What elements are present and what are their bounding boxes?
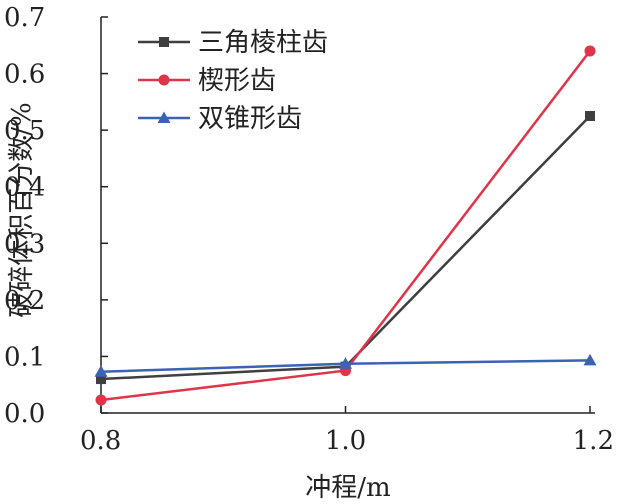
tick-labels: 0.0 0.1 0.2 0.3 0.4 0.5 0.6 0.7 0.8 1.0 1.2 <box>4 3 614 456</box>
legend-marker <box>157 111 171 123</box>
legend-label: 楔形齿 <box>198 66 276 96</box>
legend-marker <box>159 37 169 47</box>
y-axis-title: 破碎体积百分数/% <box>7 102 37 317</box>
ticks <box>100 16 591 414</box>
x-tick-label: 1.0 <box>325 426 366 456</box>
data-point <box>584 45 596 57</box>
x-tick-label: 1.2 <box>573 426 614 456</box>
legend-item: 楔形齿 <box>138 66 276 96</box>
series-2 <box>95 45 596 406</box>
data-point <box>583 353 597 366</box>
data-point <box>96 374 106 385</box>
y-tick-label: 0.0 <box>4 399 45 429</box>
y-tick-label: 0.7 <box>4 3 45 33</box>
legend-label: 三角棱柱齿 <box>198 28 328 58</box>
legend-item: 三角棱柱齿 <box>138 28 328 58</box>
y-tick-label: 0.6 <box>4 60 45 90</box>
series-line <box>100 50 591 402</box>
series-layer <box>94 45 597 406</box>
y-tick-label: 0.3 <box>4 229 45 259</box>
axes <box>100 17 595 414</box>
x-axis-title: 冲程/m <box>305 473 390 503</box>
data-point <box>94 365 108 377</box>
data-point <box>585 111 595 121</box>
legend-item: 双锥形齿 <box>138 104 302 134</box>
data-point <box>339 357 352 369</box>
y-tick-label: 0.4 <box>4 173 45 203</box>
legend-label: 双锥形齿 <box>198 104 302 134</box>
y-tick-label: 0.2 <box>4 286 45 316</box>
data-point <box>95 394 107 406</box>
legend-marker <box>158 74 170 86</box>
x-tick-label: 0.8 <box>80 426 121 456</box>
y-tick-label: 0.1 <box>4 342 45 372</box>
series-3 <box>94 353 597 377</box>
series-line <box>100 115 591 381</box>
series-1 <box>96 111 595 385</box>
y-tick-label: 0.5 <box>4 116 45 146</box>
